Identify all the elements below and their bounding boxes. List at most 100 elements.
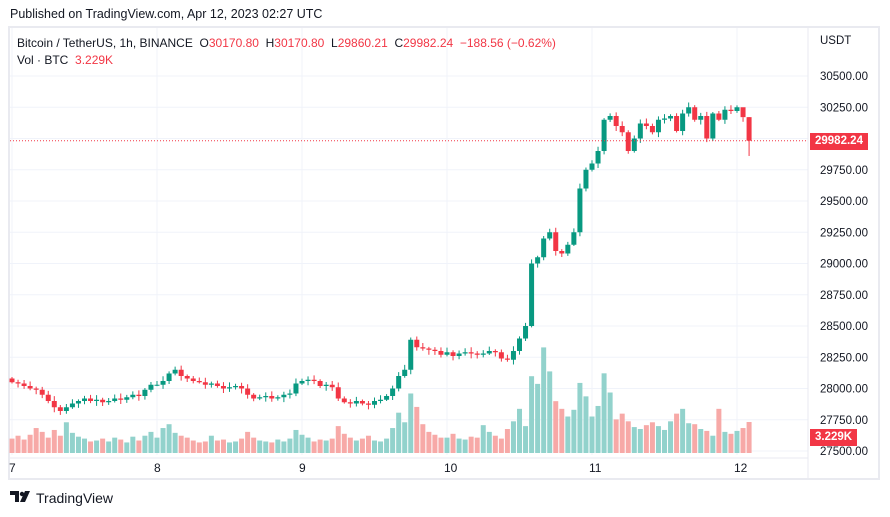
- candle-body: [607, 116, 613, 120]
- candle-body: [184, 376, 190, 379]
- volume-bar: [698, 429, 704, 453]
- candle-body: [166, 373, 172, 381]
- candle-body: [631, 138, 637, 151]
- volume-bar: [372, 440, 377, 453]
- y-tick-label: 30250.00: [820, 102, 868, 114]
- volume-bar: [541, 347, 547, 453]
- volume-bar: [202, 441, 208, 453]
- symbol-label[interactable]: Bitcoin / TetherUS, 1h, BINANCE: [17, 36, 193, 50]
- candle-body: [372, 401, 377, 405]
- candle-body: [190, 378, 196, 381]
- candle-body: [583, 169, 589, 189]
- volume-bar: [625, 421, 631, 453]
- last-volume-tag: 3.229K: [810, 429, 858, 446]
- volume-bar: [69, 432, 75, 453]
- candle-body: [510, 351, 516, 360]
- volume-bar: [63, 422, 69, 453]
- candle-body: [565, 244, 571, 254]
- volume-bar: [474, 437, 480, 453]
- y-tick-label: 29250.00: [820, 227, 868, 239]
- volume-bar: [94, 440, 100, 453]
- volume-bar: [305, 437, 311, 453]
- volume-bar: [498, 438, 504, 453]
- close-value: 29982.24: [403, 36, 454, 50]
- volume-bar: [124, 442, 130, 453]
- candle-body: [396, 376, 402, 389]
- volume-bar: [51, 429, 57, 453]
- volume-bar: [662, 429, 667, 453]
- candle-body: [214, 383, 220, 386]
- chart-legend: Bitcoin / TetherUS, 1h, BINANCE O30170.8…: [17, 35, 556, 69]
- volume-bar: [33, 428, 39, 453]
- volume-bar: [734, 430, 740, 453]
- candle-body: [323, 384, 329, 386]
- candle-body: [202, 382, 208, 385]
- volume-bar: [257, 440, 263, 453]
- candle-body: [299, 381, 305, 384]
- volume-bar: [716, 408, 722, 453]
- volume-bar: [655, 426, 661, 453]
- volume-bar: [432, 434, 438, 453]
- volume-bar: [746, 422, 752, 453]
- volume-bar: [190, 440, 196, 453]
- volume-bar: [728, 433, 734, 453]
- candle-body: [649, 126, 655, 133]
- volume-bar: [510, 421, 516, 453]
- candle-body: [21, 383, 27, 386]
- volume-bar: [571, 409, 577, 453]
- volume-bar: [172, 432, 178, 453]
- volume-bar: [184, 437, 190, 453]
- volume-bar: [408, 393, 414, 453]
- candle-body: [208, 383, 214, 385]
- change-value: −188.56 (−0.62%): [459, 36, 556, 50]
- y-tick-label: 27750.00: [820, 415, 868, 427]
- volume-bar: [39, 431, 45, 453]
- candle-body: [668, 116, 674, 119]
- volume-label: Vol · BTC: [17, 53, 69, 67]
- candle-body: [486, 351, 492, 354]
- candle-body: [112, 398, 118, 401]
- candle-body: [468, 352, 474, 354]
- candle-body: [75, 401, 81, 404]
- volume-bar: [486, 431, 492, 453]
- volume-bar: [450, 433, 456, 453]
- volume-bar: [118, 439, 124, 453]
- chart-frame: [8, 26, 880, 480]
- candle-body: [643, 123, 649, 126]
- candle-body: [577, 188, 583, 233]
- volume-bar: [166, 424, 172, 453]
- candle-body: [378, 399, 384, 401]
- volume-bar: [311, 441, 317, 453]
- currency-label: USDT: [820, 35, 852, 47]
- last-price-tag: 29982.24: [810, 133, 868, 150]
- candle-body: [686, 107, 692, 114]
- volume-bar: [613, 419, 619, 453]
- candle-body: [257, 397, 263, 399]
- candle-body: [82, 398, 87, 401]
- candle-body: [601, 119, 607, 151]
- volume-bar: [547, 371, 553, 453]
- volume-bar: [27, 434, 33, 453]
- volume-bar: [492, 435, 498, 453]
- x-tick-label: 9: [299, 461, 306, 475]
- candle-body: [353, 401, 359, 404]
- volume-bar: [680, 408, 686, 453]
- volume-bar: [353, 440, 359, 453]
- candle-body: [220, 386, 226, 389]
- candle-body: [51, 401, 57, 408]
- candle-body: [384, 396, 390, 400]
- volume-bar: [233, 441, 239, 453]
- volume-bar: [214, 440, 220, 453]
- volume-bar: [245, 431, 251, 453]
- candle-body: [655, 119, 661, 133]
- candle-body: [100, 399, 106, 403]
- close-label: C: [394, 36, 404, 50]
- candle-body: [710, 113, 716, 139]
- volume-bar: [100, 438, 106, 453]
- tradingview-logo[interactable]: TradingView: [10, 490, 113, 506]
- candle-body: [728, 109, 734, 111]
- volume-bar: [317, 439, 323, 453]
- volume-bar: [601, 373, 607, 453]
- volume-bar: [365, 435, 371, 453]
